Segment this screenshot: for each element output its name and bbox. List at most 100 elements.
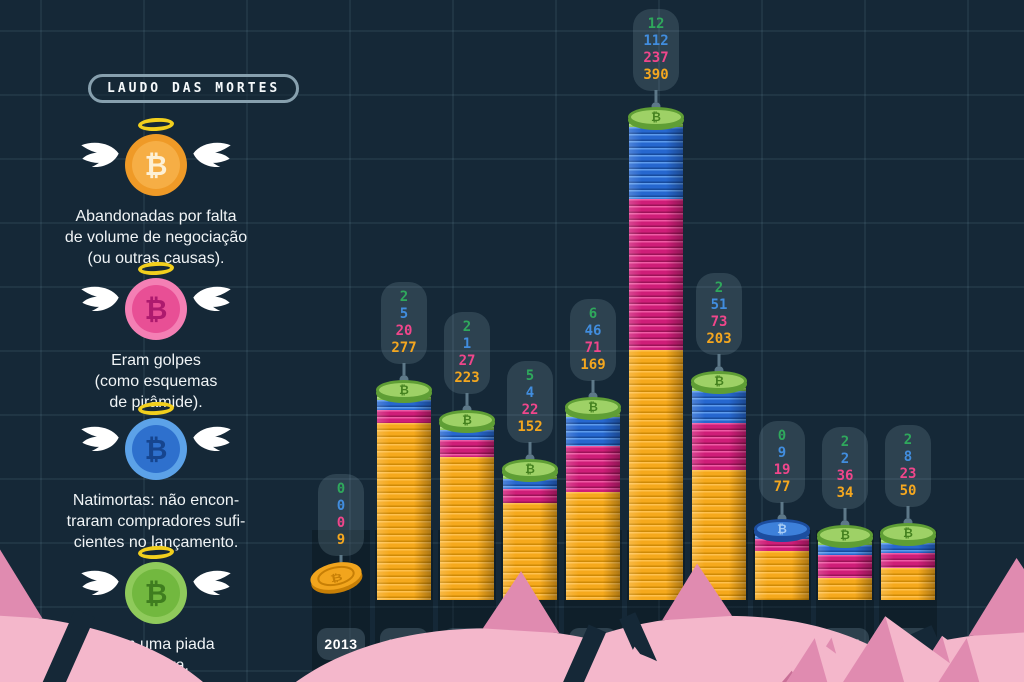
value-badge-2015: 2 1 27 223: [444, 312, 490, 394]
bitcoin-symbol: ₿: [903, 526, 913, 541]
value-orange-2019: 203: [706, 330, 732, 347]
wing-icon: [79, 140, 121, 167]
value-orange-2014: 277: [391, 339, 417, 356]
bitcoin-coin-green-icon: ₿: [125, 562, 187, 624]
coin-segment-pink-2020: [755, 538, 809, 551]
bitcoin-symbol: ₿: [840, 528, 850, 543]
bitcoin-coin-pink-icon: ₿: [125, 278, 187, 340]
year-label-2016: 2016: [506, 628, 554, 660]
coin-segment-pink-2018: [629, 198, 683, 351]
coin-segment-orange-2016: [503, 502, 557, 600]
value-pink-2016: 22: [521, 401, 539, 418]
coin-cap-2018: ₿: [628, 107, 684, 128]
value-badge-2021: 2 2 36 34: [822, 427, 868, 510]
bitcoin-symbol: ₿: [714, 373, 724, 388]
legend-caption-piada: Eram uma piada ou sátira.: [97, 636, 215, 674]
value-orange-2021: 34: [836, 485, 854, 502]
coin-stack-2016: [503, 468, 557, 601]
bitcoin-symbol: ₿: [399, 382, 409, 397]
year-label-2017: 2017: [569, 628, 617, 660]
coin-stack-2020: [755, 528, 809, 601]
coin-segment-orange-2022: [881, 568, 935, 600]
report-title: LAUDO DAS MORTES: [107, 81, 281, 96]
wing-icon: [191, 568, 233, 595]
coin-segment-blue-2016: [503, 478, 557, 489]
badge-stem-2014: [402, 362, 406, 375]
coin-segment-orange-2017: [566, 491, 620, 600]
winged-coin-blue: ₿: [125, 401, 187, 480]
coin-stack-2022: [881, 533, 935, 600]
value-orange-2015: 223: [454, 370, 480, 386]
coin-segment-blue-2019: [692, 390, 746, 424]
badge-stem-2022: [906, 506, 910, 519]
coin-segment-blue-2021: [818, 545, 872, 556]
coin-segment-orange-2021: [818, 578, 872, 600]
value-blue-2018: 112: [643, 33, 669, 50]
value-orange-2013: 9: [336, 532, 346, 548]
value-pink-2020: 19: [773, 461, 791, 478]
coin-stack-2019: [692, 380, 746, 601]
year-label-2015: 2015: [443, 628, 491, 660]
value-pink-2015: 27: [458, 353, 476, 369]
coin-segment-blue-2017: [566, 416, 620, 447]
coin-stack-2018: [629, 117, 683, 600]
coin-segment-blue-2022: [881, 543, 935, 554]
value-blue-2015: 1: [462, 336, 472, 352]
value-green-2020: 0: [777, 427, 787, 444]
coin-cap-2014: ₿: [376, 379, 432, 400]
halo-icon: [137, 117, 175, 132]
value-green-2022: 2: [903, 432, 913, 449]
value-badge-2018: 12 112 237 390: [633, 9, 679, 92]
coin-segment-pink-2021: [818, 555, 872, 579]
badge-dot-2013: [336, 567, 346, 576]
legend-item-golpes: ₿ Eram golpes (como esquemas de pirâmide…: [28, 261, 284, 413]
value-blue-2019: 51: [710, 296, 728, 313]
year-label-2022: 2022: [884, 628, 932, 660]
value-badge-2019: 2 51 73 203: [696, 272, 742, 355]
value-blue-2021: 2: [840, 451, 850, 468]
coin-cap-2015: ₿: [439, 410, 495, 430]
value-pink-2019: 73: [710, 313, 728, 330]
legend-item-piada: ₿ Eram uma piada ou sátira.: [28, 545, 284, 676]
value-pink-2018: 237: [643, 50, 669, 67]
coin-cap-2017: ₿: [565, 396, 621, 417]
badge-stem-2021: [843, 508, 847, 521]
coin-segment-pink-2016: [503, 488, 557, 503]
value-badge-2022: 2 8 23 50: [885, 425, 931, 508]
badge-stem-2015: [465, 393, 469, 405]
badge-stem-2013: [339, 555, 343, 567]
wing-icon: [191, 140, 233, 167]
value-orange-2017: 169: [580, 356, 606, 373]
year-label-2013: 2013: [317, 628, 365, 660]
wing-icon: [79, 568, 121, 595]
value-blue-2022: 8: [903, 449, 913, 466]
coin-segment-blue-2014: [377, 399, 431, 410]
value-blue-2020: 9: [777, 444, 787, 461]
value-pink-2014: 20: [395, 322, 413, 339]
value-pink-2021: 36: [836, 468, 854, 485]
year-label-2021: 2021: [821, 628, 869, 660]
coin-cap-2016: ₿: [502, 458, 558, 479]
value-pink-2017: 71: [584, 339, 602, 356]
wing-icon: [79, 284, 121, 311]
legend-item-natimortas: ₿ Natimortas: não encon- traram comprado…: [28, 401, 284, 553]
value-green-2017: 6: [588, 305, 598, 322]
wing-icon: [79, 424, 121, 451]
bitcoin-symbol: ₿: [777, 521, 787, 536]
coin-segment-orange-2014: [377, 422, 431, 600]
value-blue-2017: 46: [584, 322, 602, 339]
coin-cap-2020: ₿: [754, 518, 810, 539]
bitcoin-symbol: ₿: [651, 110, 661, 125]
value-green-2014: 2: [399, 288, 409, 305]
bitcoin-symbol: ₿: [588, 399, 598, 414]
coin-cap-2022: ₿: [880, 523, 936, 544]
bitcoin-symbol: ₿: [525, 461, 535, 476]
value-badge-2014: 2 5 20 277: [381, 281, 427, 364]
bitcoin-symbol: ₿: [144, 432, 168, 466]
coin-segment-blue-2015: [440, 430, 494, 441]
badge-stem-2020: [780, 501, 784, 514]
value-orange-2020: 77: [773, 478, 791, 495]
value-pink-2013: 0: [336, 515, 346, 531]
winged-coin-orange: ₿: [125, 117, 187, 196]
